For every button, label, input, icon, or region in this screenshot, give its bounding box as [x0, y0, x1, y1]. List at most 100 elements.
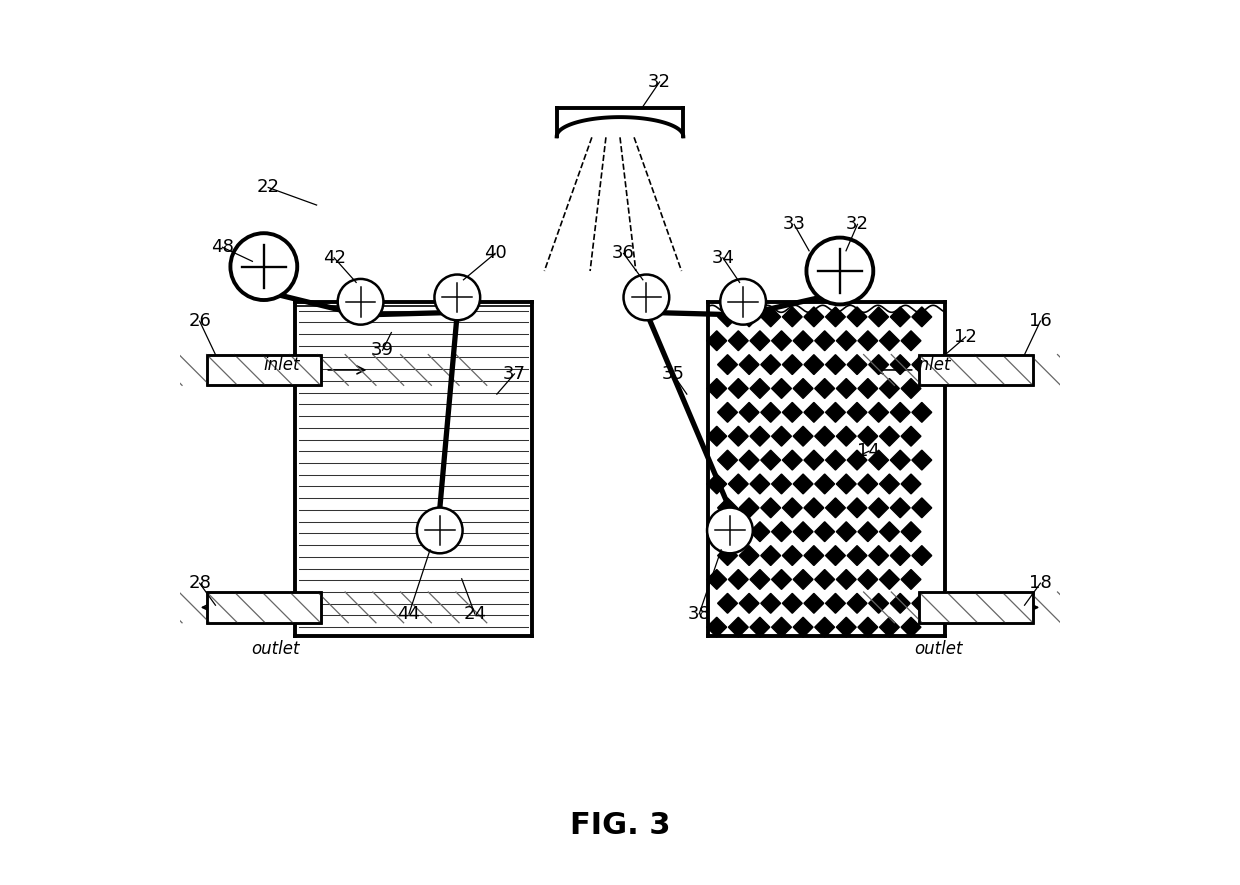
Bar — [919, 592, 1033, 623]
Polygon shape — [847, 498, 867, 518]
Polygon shape — [739, 593, 759, 613]
Polygon shape — [771, 522, 791, 542]
Circle shape — [337, 279, 383, 325]
Bar — [207, 355, 321, 385]
Polygon shape — [718, 450, 738, 470]
Polygon shape — [794, 379, 813, 398]
Polygon shape — [771, 617, 791, 637]
Polygon shape — [890, 498, 910, 518]
Bar — [295, 302, 532, 636]
Polygon shape — [718, 355, 738, 374]
Polygon shape — [707, 617, 727, 637]
Polygon shape — [804, 593, 823, 613]
Polygon shape — [750, 331, 770, 350]
Polygon shape — [836, 474, 856, 494]
Text: inlet: inlet — [263, 356, 300, 374]
Bar — [919, 592, 1033, 623]
Polygon shape — [804, 403, 823, 422]
Bar — [207, 355, 321, 385]
Text: FIG. 3: FIG. 3 — [569, 811, 671, 840]
Polygon shape — [911, 355, 931, 374]
Polygon shape — [761, 355, 781, 374]
Polygon shape — [728, 570, 748, 589]
Polygon shape — [739, 403, 759, 422]
Polygon shape — [794, 474, 813, 494]
Polygon shape — [901, 617, 921, 637]
Polygon shape — [707, 522, 727, 542]
Polygon shape — [890, 546, 910, 566]
Polygon shape — [707, 570, 727, 589]
Polygon shape — [901, 570, 921, 589]
Polygon shape — [804, 355, 823, 374]
Circle shape — [806, 237, 873, 304]
Polygon shape — [794, 522, 813, 542]
Polygon shape — [794, 331, 813, 350]
Polygon shape — [879, 427, 899, 446]
Polygon shape — [901, 427, 921, 446]
Bar — [207, 592, 321, 623]
Polygon shape — [804, 450, 823, 470]
Polygon shape — [869, 307, 889, 327]
Polygon shape — [847, 450, 867, 470]
Text: 44: 44 — [398, 605, 420, 623]
Bar — [708, 302, 945, 636]
Text: 35: 35 — [661, 365, 684, 383]
Text: 42: 42 — [322, 249, 346, 266]
Polygon shape — [750, 474, 770, 494]
Circle shape — [434, 274, 480, 320]
Polygon shape — [858, 427, 878, 446]
Polygon shape — [771, 331, 791, 350]
Polygon shape — [771, 427, 791, 446]
Polygon shape — [911, 307, 931, 327]
Polygon shape — [911, 450, 931, 470]
Polygon shape — [911, 593, 931, 613]
Polygon shape — [815, 331, 835, 350]
Polygon shape — [750, 522, 770, 542]
Polygon shape — [815, 474, 835, 494]
Text: 28: 28 — [188, 574, 211, 592]
Polygon shape — [804, 498, 823, 518]
Text: outlet: outlet — [914, 640, 962, 658]
Polygon shape — [804, 546, 823, 566]
Polygon shape — [901, 379, 921, 398]
Polygon shape — [761, 307, 781, 327]
Polygon shape — [771, 570, 791, 589]
Polygon shape — [836, 522, 856, 542]
Text: 16: 16 — [1029, 312, 1052, 330]
Text: 36: 36 — [613, 244, 635, 263]
Polygon shape — [901, 522, 921, 542]
Polygon shape — [782, 450, 802, 470]
Polygon shape — [858, 570, 878, 589]
Polygon shape — [879, 474, 899, 494]
Polygon shape — [826, 593, 846, 613]
Polygon shape — [901, 331, 921, 350]
Polygon shape — [739, 498, 759, 518]
Polygon shape — [826, 307, 846, 327]
Bar — [919, 355, 1033, 385]
Polygon shape — [728, 617, 748, 637]
Polygon shape — [728, 474, 748, 494]
Polygon shape — [826, 498, 846, 518]
Polygon shape — [869, 403, 889, 422]
Polygon shape — [890, 307, 910, 327]
Circle shape — [720, 279, 766, 325]
Polygon shape — [836, 427, 856, 446]
Polygon shape — [707, 474, 727, 494]
Polygon shape — [728, 331, 748, 350]
Text: outlet: outlet — [250, 640, 300, 658]
Text: 37: 37 — [503, 365, 526, 383]
Text: 32: 32 — [846, 215, 869, 234]
Text: 33: 33 — [782, 215, 806, 234]
Text: 38: 38 — [688, 605, 711, 623]
Polygon shape — [761, 403, 781, 422]
Text: inlet: inlet — [914, 356, 950, 374]
Polygon shape — [890, 403, 910, 422]
Polygon shape — [847, 546, 867, 566]
Polygon shape — [826, 546, 846, 566]
Polygon shape — [718, 593, 738, 613]
Polygon shape — [718, 403, 738, 422]
Polygon shape — [739, 546, 759, 566]
Polygon shape — [858, 522, 878, 542]
Polygon shape — [869, 498, 889, 518]
Polygon shape — [782, 355, 802, 374]
